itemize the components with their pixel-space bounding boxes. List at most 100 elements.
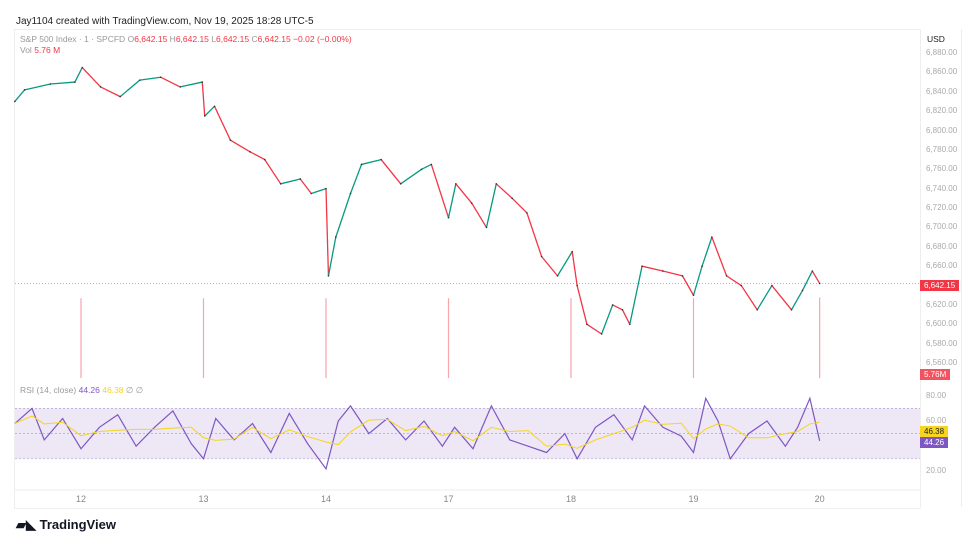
price-segment	[400, 168, 422, 185]
rsi-line	[14, 396, 821, 471]
rsi-legend: RSI (14, close) 44.26 46.38 ∅ ∅	[20, 385, 143, 396]
rsi-ma-badge: 46.38	[920, 426, 949, 437]
time-label: 19	[688, 494, 699, 504]
tradingview-logo[interactable]: ▰◣ TradingView	[16, 517, 116, 533]
price-segment	[280, 178, 301, 185]
price-point	[771, 284, 773, 287]
currency-label[interactable]: USD	[927, 34, 945, 44]
price-segment	[380, 159, 402, 185]
price-segment	[701, 236, 713, 267]
price-point	[335, 236, 337, 238]
time-label: 13	[198, 494, 209, 504]
price-tick: 6,740.00	[926, 183, 958, 193]
close-value: 6,642.15	[257, 34, 291, 44]
price-point	[299, 178, 302, 180]
price-point	[360, 163, 363, 166]
price-point	[349, 192, 352, 195]
low-value: 6,642.15	[216, 34, 250, 44]
price-segment	[100, 86, 121, 98]
price-segment	[612, 304, 623, 311]
price-segment	[213, 106, 232, 141]
price-segment	[586, 323, 602, 335]
price-point	[629, 323, 631, 326]
price-point	[325, 187, 327, 190]
price-segment	[495, 183, 513, 199]
price-segment	[711, 236, 728, 277]
price-point	[327, 275, 330, 277]
price-segment	[526, 212, 543, 257]
price-segment	[662, 270, 683, 277]
price-tick: 6,700.00	[926, 222, 958, 232]
open-label: O	[127, 34, 135, 44]
time-label: 12	[75, 494, 87, 504]
price-point	[81, 66, 84, 69]
volume-label: Vol	[20, 45, 32, 55]
price-point	[420, 168, 423, 171]
price-point	[740, 284, 743, 287]
price-segment	[681, 275, 695, 296]
price-tick: 6,600.00	[926, 319, 958, 329]
price-point	[213, 105, 216, 108]
price-segment	[421, 163, 432, 170]
price-segment	[325, 188, 330, 276]
price-point	[74, 81, 76, 83]
low-label: L	[211, 34, 217, 44]
price-segment	[139, 76, 161, 81]
time-label: 17	[443, 494, 454, 504]
price-tick: 6,800.00	[926, 125, 958, 135]
price-segment	[641, 265, 664, 272]
chart-pane[interactable]	[14, 29, 921, 509]
close-label: C	[251, 34, 258, 44]
price-point	[611, 304, 614, 306]
price-point	[556, 275, 559, 277]
volume-value: 5.76 M	[34, 45, 61, 55]
rsi-empty-1: ∅	[125, 385, 134, 395]
price-point	[811, 270, 814, 272]
price-segment	[327, 236, 337, 276]
price-segment	[160, 76, 181, 88]
price-tick: 6,720.00	[926, 203, 958, 213]
last-volume-badge: 5.76M	[920, 369, 951, 380]
price-segment	[455, 183, 473, 204]
price-segment	[756, 285, 773, 311]
rsi-label[interactable]: RSI (14, close)	[20, 385, 77, 395]
price-point	[511, 197, 513, 200]
price-segment	[74, 67, 83, 83]
rsi-tick: 60.00	[926, 416, 947, 425]
tv-logo-icon: ▰◣	[16, 517, 40, 532]
chart-credit: Jay1104 created with TradingView.com, No…	[16, 16, 314, 27]
price-segment	[790, 290, 804, 311]
price-point	[49, 83, 52, 85]
price-tick: 6,880.00	[926, 48, 958, 57]
time-label: 20	[814, 494, 825, 504]
symbol-name[interactable]: S&P 500 Index · 1 · SPCFD	[20, 34, 126, 44]
rsi-empty-2: ∅	[135, 385, 144, 395]
price-segment	[692, 265, 703, 296]
price-segment	[249, 151, 266, 161]
price-point	[249, 151, 251, 153]
rsi-ma-line	[14, 415, 820, 449]
rsi-tick: 80.00	[926, 390, 947, 400]
price-segment	[740, 285, 758, 311]
price-point	[485, 226, 488, 229]
price-tick: 6,840.00	[926, 86, 958, 96]
price-segment	[571, 251, 578, 286]
price-point	[571, 250, 574, 253]
price-point	[14, 100, 16, 103]
price-segment	[81, 67, 102, 88]
change-value: −0.02 (−0.00%)	[293, 34, 352, 44]
price-segment	[485, 183, 497, 228]
price-tick: 6,580.00	[926, 338, 958, 348]
price-point	[576, 284, 578, 287]
price-point	[586, 323, 588, 326]
price-axis[interactable]	[920, 29, 962, 507]
price-point	[641, 265, 643, 267]
price-point	[139, 79, 141, 81]
price-tick: 6,560.00	[926, 358, 958, 368]
price-segment	[14, 89, 26, 102]
price-point	[725, 275, 728, 277]
open-value: 6,642.15	[134, 34, 168, 44]
price-point	[818, 282, 821, 285]
price-point	[310, 192, 313, 195]
